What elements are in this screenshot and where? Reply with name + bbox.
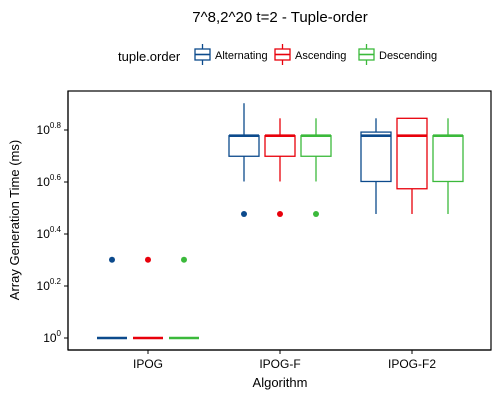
box-descending-ipog-f2 — [432, 118, 464, 214]
legend-label: Descending — [379, 50, 437, 62]
legend-label: Alternating — [215, 50, 268, 62]
iqr-box — [300, 135, 332, 157]
y-tick-label: 100.2 — [37, 277, 62, 293]
box-ascending-ipog-f2 — [396, 117, 428, 214]
iqr-box — [432, 135, 464, 183]
y-axis-ticks: 100 100.2 100.4 100.6 100.8 — [37, 121, 68, 345]
y-tick-label: 100.4 — [37, 225, 62, 241]
box-ascending-ipog — [133, 256, 163, 340]
legend-item-descending: Descending — [358, 44, 437, 65]
iqr-box — [228, 135, 260, 157]
legend: tuple.order Alternating Ascending Descendi… — [118, 44, 437, 65]
iqr-box — [360, 131, 392, 183]
outlier-point — [109, 256, 115, 263]
iqr-box — [264, 135, 296, 157]
chart-title: 7^8,2^20 t=2 - Tuple-order — [192, 9, 367, 26]
outlier-point — [313, 210, 319, 217]
box-ascending-ipog-f — [264, 118, 296, 217]
outlier-point — [241, 210, 247, 217]
x-axis-title: Algorithm — [253, 375, 308, 390]
box-descending-ipog — [169, 256, 199, 340]
box-descending-ipog-f — [300, 118, 332, 217]
x-tick-label: IPOG-F2 — [388, 357, 436, 371]
outlier-point — [277, 210, 283, 217]
x-tick-label: IPOG-F — [259, 357, 300, 371]
legend-label: Ascending — [295, 50, 346, 62]
y-tick-label: 100 — [43, 329, 61, 345]
y-axis-title: Array Generation Time (ms) — [7, 140, 22, 300]
outlier-point — [145, 256, 151, 263]
x-tick-label: IPOG — [133, 357, 163, 371]
box-alternating-ipog — [97, 256, 127, 340]
boxplot-marks — [97, 103, 464, 340]
iqr-box — [396, 117, 428, 190]
y-tick-label: 100.6 — [37, 173, 62, 189]
outlier-point — [181, 256, 187, 263]
legend-item-ascending: Ascending — [274, 44, 346, 65]
x-axis-ticks: IPOG IPOG-F IPOG-F2 — [133, 350, 436, 371]
legend-title: tuple.order — [118, 49, 181, 64]
box-alternating-ipog-f2 — [360, 118, 392, 214]
y-tick-label: 100.8 — [37, 121, 62, 137]
box-alternating-ipog-f — [228, 103, 260, 217]
legend-item-alternating: Alternating — [194, 44, 268, 65]
